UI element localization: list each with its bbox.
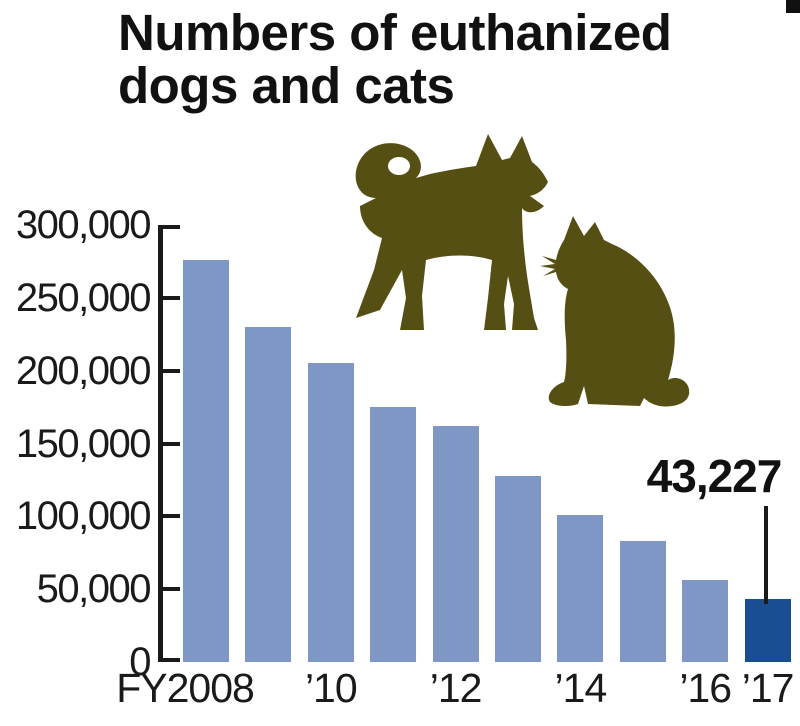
y-axis-tick	[158, 368, 180, 373]
bar-fy2016	[682, 580, 729, 662]
y-axis-label: 300,000	[15, 203, 152, 247]
x-axis-label: ’10	[304, 665, 358, 711]
cat-silhouette-icon	[540, 216, 690, 407]
corner-crop-mark	[786, 0, 800, 13]
bar-fy2011	[370, 407, 417, 662]
chart-title-line1: Numbers of euthanized	[118, 4, 672, 61]
bar-fy2017	[744, 599, 791, 662]
x-axis-label: ’16	[679, 665, 732, 711]
y-axis-label: 50,000	[36, 567, 152, 612]
x-axis-label: FY2008	[116, 665, 255, 711]
y-axis-label: 150,000	[15, 421, 152, 466]
y-axis-tick	[158, 295, 180, 300]
bar-fy2010	[307, 363, 354, 662]
x-axis-label: ’12	[429, 665, 483, 711]
chart-title: Numbers of euthanized dogs and cats	[118, 4, 672, 114]
y-axis-tick	[158, 225, 180, 229]
y-axis-label: 100,000	[15, 494, 152, 539]
y-axis-label: 250,000	[15, 275, 152, 320]
bar-fy2009	[245, 327, 292, 662]
y-axis-tick	[158, 514, 180, 519]
dog-silhouette-icon	[355, 134, 548, 330]
bar-fy2015	[619, 541, 666, 662]
bar-fy2013	[495, 476, 541, 662]
y-axis-label: 200,000	[15, 348, 152, 393]
bar-fy2008	[183, 260, 229, 662]
callout-leader-line	[764, 506, 768, 604]
chart-title-line2: dogs and cats	[118, 57, 455, 114]
y-axis-tick	[158, 587, 180, 592]
y-axis-tick	[158, 441, 180, 446]
value-callout: 43,227	[646, 450, 783, 502]
x-axis-label: ’14	[554, 665, 608, 711]
bar-fy2014	[557, 515, 604, 662]
bar-fy2012	[432, 426, 479, 662]
x-axis-label: ’17	[741, 665, 795, 711]
y-axis-tick	[158, 658, 180, 662]
y-axis-label: 0	[129, 640, 151, 684]
